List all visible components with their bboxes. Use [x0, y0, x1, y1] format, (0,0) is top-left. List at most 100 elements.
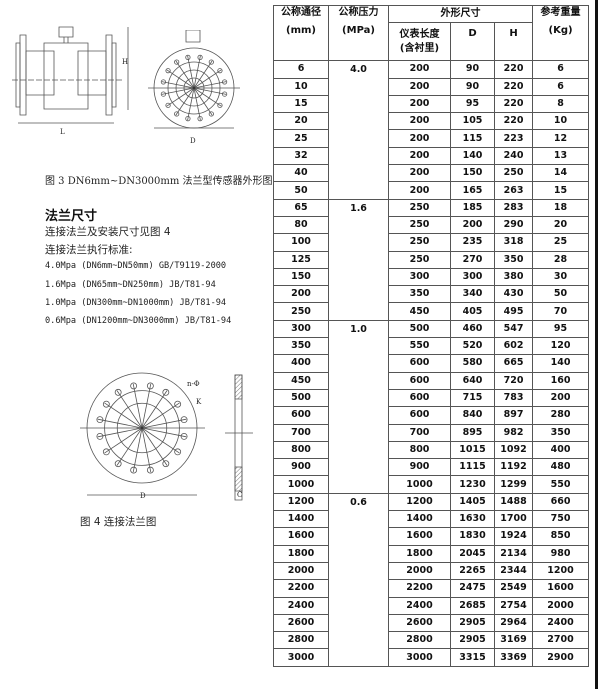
h-cell: 380: [493, 267, 534, 287]
spoke-line: [142, 428, 186, 437]
table-row: 1800 1800 2045 2134 980: [273, 544, 590, 563]
d-cell: 200: [450, 215, 495, 235]
dn-cell: 25: [273, 129, 329, 148]
spoke-line: [194, 56, 200, 88]
length-cell: 900: [388, 458, 451, 477]
header-pressure: 公称压力 (MPa): [328, 4, 389, 62]
figure-4-caption: 图 4 连接法兰图: [80, 516, 157, 528]
spoke-line: [133, 384, 142, 428]
length-cell: 200: [388, 77, 451, 96]
length-cell: 800: [388, 440, 451, 460]
standard-line: 1.6Mpa (DN65mm~DN250mm) JB/T81-94: [45, 280, 216, 290]
h-cell: 1924: [493, 527, 534, 546]
length-cell: 200: [388, 60, 451, 79]
bolt-hole: [161, 80, 165, 84]
flange-diameter-label: D: [140, 492, 146, 500]
bolt-hole: [222, 92, 226, 96]
weight-cell: 480: [532, 458, 590, 477]
dn-cell: 350: [273, 337, 329, 356]
spoke-line: [194, 82, 226, 88]
h-cell: 240: [493, 146, 534, 166]
dn-cell: 2800: [273, 631, 329, 650]
table-row: 700 700 895 982 350: [273, 423, 590, 442]
weight-cell: 1600: [532, 579, 590, 598]
weight-cell: 25: [532, 233, 590, 252]
length-cell: 250: [388, 215, 451, 235]
d-cell: 270: [450, 250, 495, 269]
weight-cell: 8: [532, 94, 590, 114]
h-cell: 495: [493, 302, 534, 321]
right-border: [595, 0, 598, 689]
h-cell: 1700: [493, 510, 534, 529]
table-row: 2600 2600 2905 2964 2400: [273, 613, 590, 633]
table-row: 300 1.0 500 460 547 95: [273, 319, 590, 494]
h-cell: 290: [493, 215, 534, 235]
dn-cell: 200: [273, 285, 329, 304]
length-cell: 200: [388, 112, 451, 131]
d-cell: 95: [450, 94, 495, 114]
dn-cell: 800: [273, 440, 329, 460]
h-cell: 602: [493, 337, 534, 356]
spoke-line: [142, 428, 179, 453]
spoke-line: [162, 88, 194, 94]
h-cell: 1092: [493, 440, 534, 460]
height-dimension-line: [120, 25, 132, 115]
h-cell: 783: [493, 388, 534, 408]
bolt-hole: [97, 417, 103, 423]
length-cell: 3000: [388, 648, 451, 667]
spoke-line: [142, 419, 186, 428]
d-cell: 580: [450, 354, 495, 373]
table-row: 2000 2000 2265 2344 1200: [273, 561, 590, 581]
header-h: H: [493, 22, 534, 62]
spoke-line: [105, 403, 142, 428]
weight-cell: 10: [532, 112, 590, 131]
length-cell: 600: [388, 406, 451, 425]
spoke-line: [188, 88, 194, 120]
length-cell: 200: [388, 181, 451, 200]
bolt-hole: [175, 401, 181, 407]
spoke-line: [105, 428, 142, 453]
d-cell: 105: [450, 112, 495, 131]
table-row: 80 250 200 290 20: [273, 215, 590, 235]
bolt-hole: [198, 116, 202, 120]
weight-cell: 2900: [532, 648, 590, 667]
spoke-line: [188, 56, 194, 88]
h-cell: 547: [493, 319, 534, 339]
h-cell: 665: [493, 354, 534, 373]
length-cell: 200: [388, 164, 451, 183]
length-cell: 200: [388, 94, 451, 114]
bolt-hole: [131, 467, 137, 473]
spoke-line: [167, 70, 194, 88]
bolt-hole: [175, 449, 181, 455]
d-cell: 2905: [450, 631, 495, 650]
dn-cell: 3000: [273, 648, 329, 667]
bolt-hole: [186, 116, 190, 120]
dn-cell: 100: [273, 233, 329, 252]
weight-cell: 200: [532, 388, 590, 408]
spoke-line: [142, 428, 151, 472]
weight-cell: 550: [532, 475, 590, 494]
dn-cell: 1600: [273, 527, 329, 546]
dn-cell: 6: [273, 60, 329, 79]
table-row: 400 600 580 665 140: [273, 354, 590, 373]
h-cell: 283: [493, 198, 534, 217]
bolt-hole: [147, 383, 153, 389]
d-cell: 90: [450, 77, 495, 96]
spoke-line: [194, 88, 221, 106]
length-cell: 600: [388, 388, 451, 408]
length-cell: 1800: [388, 544, 451, 563]
d-cell: 640: [450, 371, 495, 390]
bolt-hole: [131, 383, 137, 389]
table-row: 800 800 1015 1092 400: [273, 440, 590, 460]
weight-cell: 13: [532, 146, 590, 166]
length-cell: 350: [388, 285, 451, 304]
bolt-hole: [181, 433, 187, 439]
bolt-hole: [218, 103, 222, 107]
weight-cell: 95: [532, 319, 590, 339]
table-row: 1600 1600 1830 1924 850: [273, 527, 590, 546]
height-label: H: [122, 58, 129, 66]
weight-cell: 50: [532, 285, 590, 304]
dn-cell: 1000: [273, 475, 329, 494]
h-cell: 897: [493, 406, 534, 425]
bolt-hole: [186, 55, 190, 59]
